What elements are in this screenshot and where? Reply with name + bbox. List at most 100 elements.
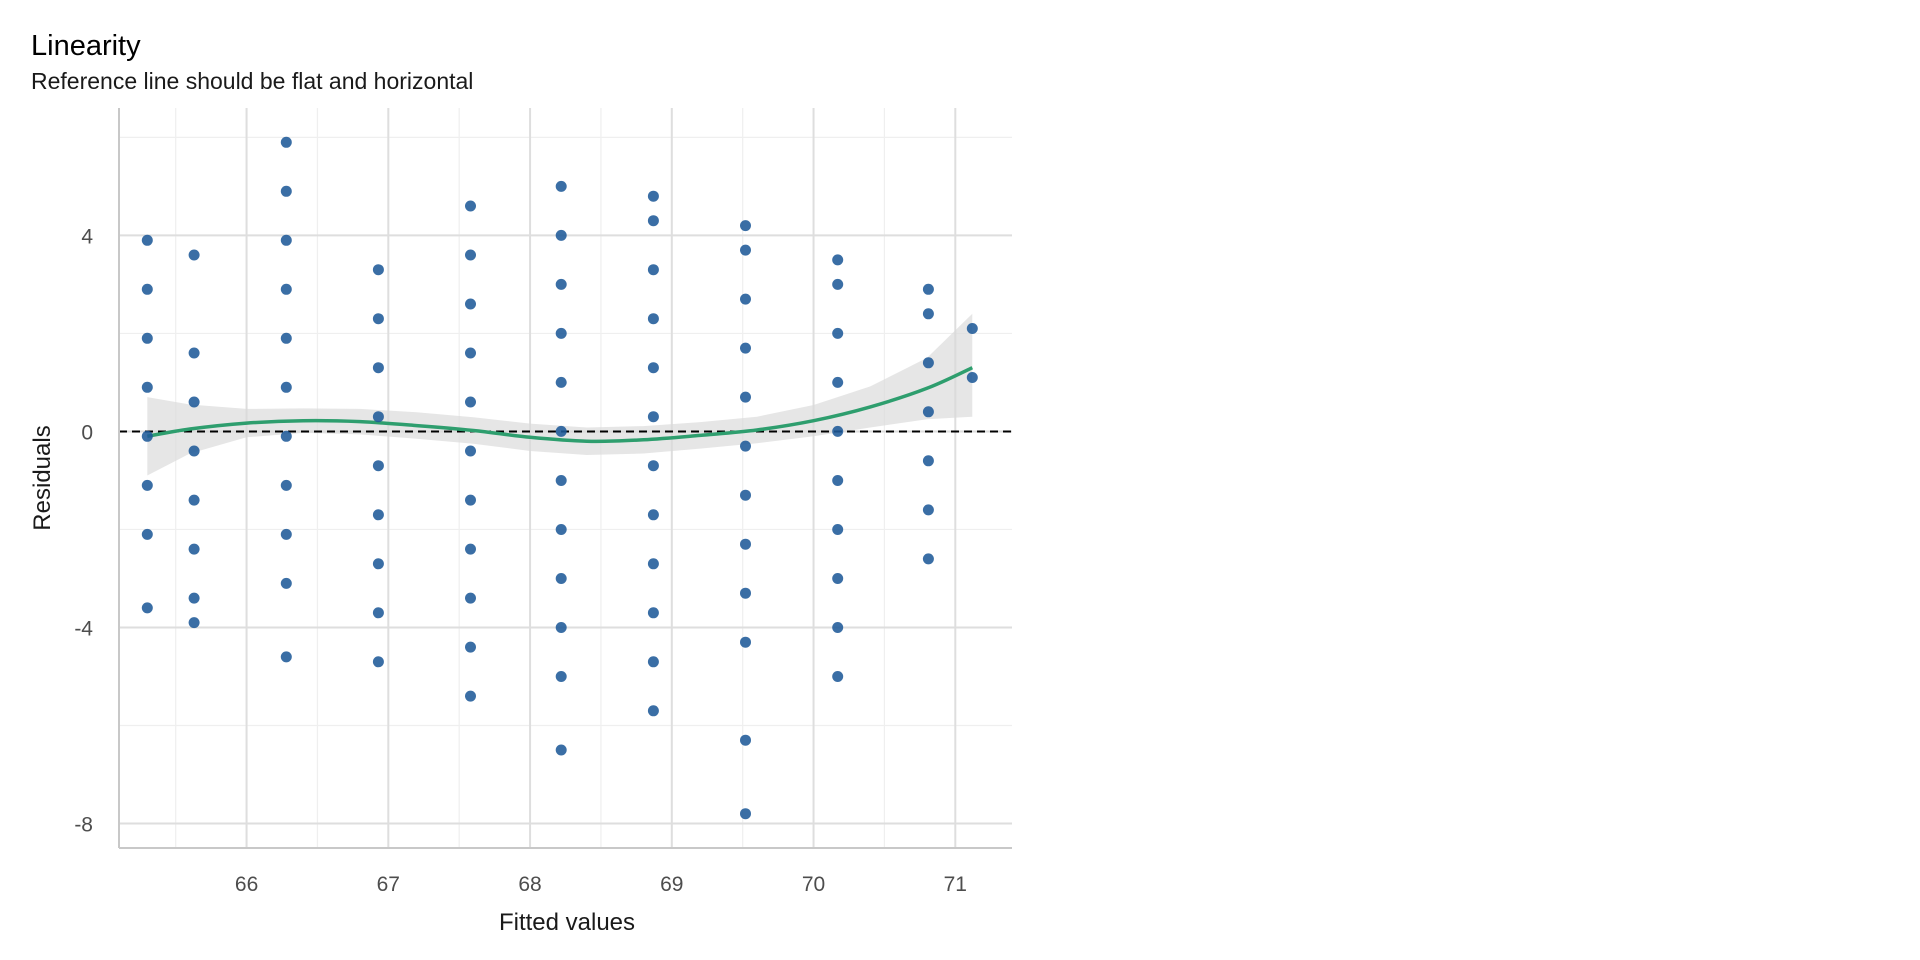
- data-point: [555, 744, 567, 756]
- data-point: [555, 573, 567, 584]
- data-point: [647, 264, 659, 276]
- data-point: [141, 528, 153, 540]
- data-point: [141, 332, 153, 344]
- data-point: [372, 362, 384, 374]
- data-point: [647, 362, 659, 374]
- x-tick-label: 67: [377, 873, 400, 896]
- data-point: [465, 298, 476, 310]
- data-point: [280, 332, 292, 344]
- smooth-line: [147, 366, 974, 444]
- data-point: [740, 489, 751, 501]
- data-point: [372, 607, 384, 619]
- chart-title: Linearity: [31, 30, 141, 62]
- data-point: [740, 342, 751, 354]
- data-point: [832, 425, 844, 437]
- chart-subtitle: Reference line should be flat and horizo…: [31, 68, 473, 94]
- data-point: [280, 577, 292, 589]
- x-tick-label: 69: [660, 873, 683, 896]
- data-point: [922, 455, 934, 467]
- x-tick-label: 71: [944, 873, 967, 896]
- data-point: [280, 651, 292, 663]
- y-tick-label: -8: [74, 813, 93, 836]
- data-point: [555, 475, 567, 486]
- data-point: [647, 509, 659, 521]
- data-point: [555, 622, 567, 633]
- data-point: [372, 411, 384, 423]
- data-point: [647, 190, 659, 202]
- data-point: [465, 396, 476, 408]
- data-point: [141, 283, 153, 295]
- data-point: [740, 220, 751, 232]
- data-point: [188, 347, 200, 359]
- data-point: [740, 293, 751, 305]
- data-point: [832, 376, 844, 388]
- data-point: [647, 460, 659, 472]
- data-point: [280, 136, 292, 148]
- data-point: [465, 445, 476, 457]
- data-point: [555, 524, 567, 535]
- data-point: [832, 671, 844, 682]
- data-point: [372, 558, 384, 570]
- data-point: [465, 690, 476, 702]
- confidence-band: [147, 313, 973, 476]
- data-point: [280, 479, 292, 491]
- data-point: [141, 234, 153, 246]
- data-point: [740, 587, 751, 599]
- x-tick-label: 70: [802, 873, 825, 896]
- data-point: [188, 617, 200, 629]
- y-axis-label: Residuals: [29, 425, 56, 530]
- data-point: [280, 234, 292, 246]
- data-point: [647, 656, 659, 668]
- data-point: [141, 602, 153, 614]
- data-point: [141, 381, 153, 393]
- y-tick-label: -4: [74, 617, 93, 640]
- data-point: [647, 705, 659, 717]
- data-point: [280, 185, 292, 197]
- data-point: [555, 278, 567, 290]
- data-point: [966, 372, 978, 383]
- data-point: [465, 347, 476, 359]
- x-tick-label: 68: [518, 873, 541, 896]
- data-point: [832, 327, 844, 339]
- data-point: [280, 528, 292, 540]
- data-point: [465, 249, 476, 261]
- data-point: [555, 327, 567, 339]
- data-point: [372, 656, 384, 668]
- data-point: [740, 244, 751, 256]
- data-point: [832, 622, 844, 633]
- data-point: [372, 313, 384, 325]
- data-point: [555, 376, 567, 388]
- data-point: [922, 283, 934, 295]
- data-point: [832, 573, 844, 584]
- data-point: [280, 430, 292, 442]
- data-point: [188, 543, 200, 555]
- data-point: [740, 538, 751, 550]
- tick-labels: 66 67 68 69 70 71 -8 -4 0 4: [74, 225, 967, 896]
- data-point: [465, 592, 476, 604]
- data-point: [832, 278, 844, 290]
- data-point: [465, 543, 476, 555]
- data-point: [141, 479, 153, 491]
- data-point: [141, 430, 153, 442]
- data-point: [555, 229, 567, 241]
- y-tick-label: 0: [81, 421, 93, 444]
- data-point: [647, 607, 659, 619]
- data-point: [465, 494, 476, 506]
- data-point: [922, 553, 934, 565]
- x-axis-label: Fitted values: [499, 909, 635, 936]
- data-point: [740, 808, 751, 820]
- data-point: [922, 406, 934, 418]
- data-point: [832, 475, 844, 486]
- data-point: [555, 180, 567, 192]
- data-point: [280, 381, 292, 393]
- smooth-line-layer: [147, 366, 974, 444]
- data-point: [922, 308, 934, 320]
- data-point: [555, 671, 567, 682]
- y-tick-label: 4: [81, 225, 93, 248]
- points-layer: [141, 136, 978, 820]
- data-point: [647, 313, 659, 325]
- data-point: [372, 264, 384, 276]
- data-point: [372, 460, 384, 472]
- data-point: [922, 504, 934, 516]
- data-point: [188, 445, 200, 457]
